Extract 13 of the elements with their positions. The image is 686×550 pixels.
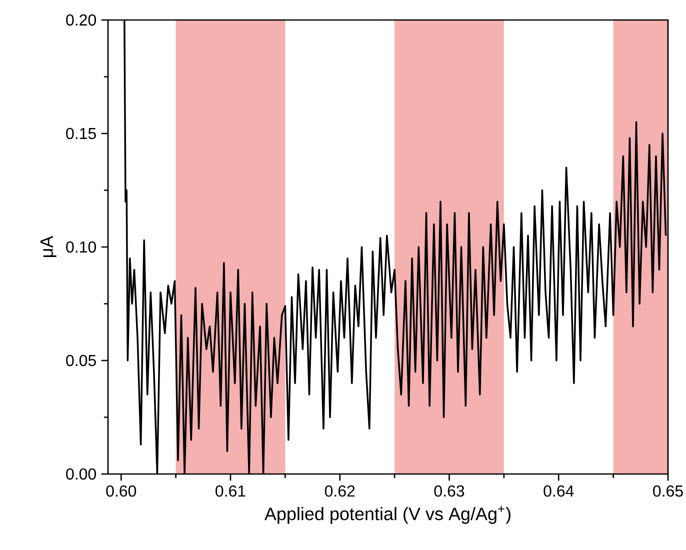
y-axis-title: μA (40, 236, 56, 257)
y-tick-label: 0.05 (66, 354, 96, 366)
x-tick-label: 0.60 (106, 485, 136, 497)
x-tick-label: 0.63 (434, 485, 464, 497)
y-tick-label: 0.15 (66, 128, 96, 140)
x-axis-title: Applied potential (V vs Ag/Ag$^{+}$) (264, 506, 510, 524)
y-tick-label: 0.10 (66, 241, 96, 253)
x-tick-label: 0.64 (544, 485, 574, 497)
y-tick-label: 0.00 (66, 468, 96, 480)
y-tick-label: 0.20 (66, 14, 96, 26)
x-tick-label: 0.65 (653, 485, 683, 497)
x-tick-label: 0.62 (324, 485, 355, 497)
x-tick-label: 0.61 (216, 485, 246, 497)
